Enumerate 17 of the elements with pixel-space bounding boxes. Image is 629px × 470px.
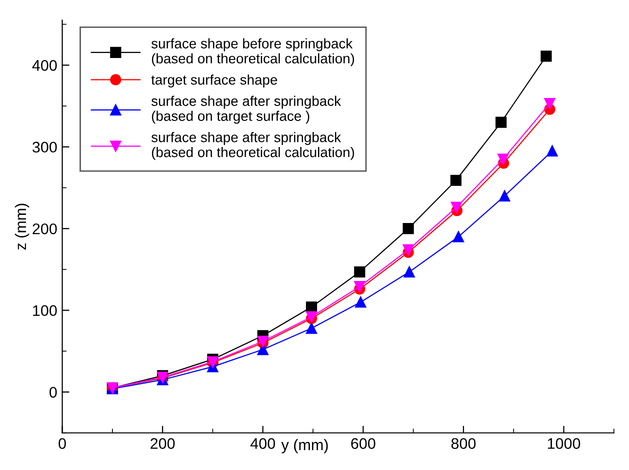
x-tick-label: 200: [150, 438, 175, 449]
x-tick-label: 600: [351, 438, 376, 449]
y-tick-label: 0: [50, 386, 57, 398]
x-tick-label: 800: [451, 438, 476, 449]
y-tick-label: 300: [32, 142, 57, 153]
x-tick-label: 400: [250, 438, 276, 449]
x-tick-label: 0: [58, 438, 66, 449]
legend-label: target surface shape: [151, 74, 278, 88]
y-tick-label: 400: [32, 60, 57, 71]
legend-label: surface shape after springback (based on theoretical calculation): [151, 132, 354, 160]
x-axis-title: y (mm): [281, 439, 328, 454]
legend-label: surface shape after springback (based on target surface ): [151, 96, 342, 124]
y-tick-label: 200: [32, 223, 57, 234]
y-axis-title: z (mm): [14, 204, 30, 250]
y-tick-label: 100: [33, 305, 57, 316]
x-tick-label: 1000: [548, 438, 580, 449]
legend-label: surface shape before springback (based on theoretical calculation): [151, 38, 354, 66]
